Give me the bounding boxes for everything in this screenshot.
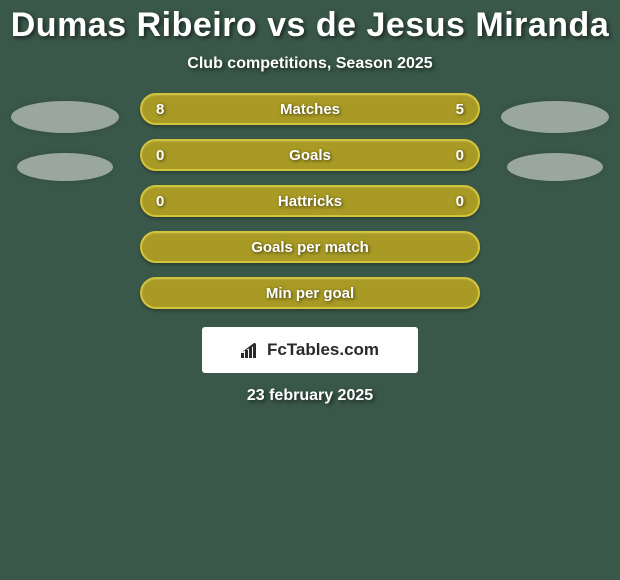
page-subtitle: Club competitions, Season 2025 xyxy=(0,55,620,73)
stat-left-value: 0 xyxy=(156,147,164,164)
stat-label: Goals xyxy=(289,147,331,164)
right-photo-placeholder-2 xyxy=(507,153,603,181)
right-photo-placeholder-1 xyxy=(501,101,609,133)
brand-badge: FcTables.com xyxy=(202,327,418,373)
date-label: 23 february 2025 xyxy=(0,387,620,405)
stat-label: Hattricks xyxy=(278,193,342,210)
stat-row-hattricks: 0 Hattricks 0 xyxy=(140,185,480,217)
bar-chart-icon xyxy=(241,341,261,359)
stat-right-value: 0 xyxy=(456,147,464,164)
stat-row-matches: 8 Matches 5 xyxy=(140,93,480,125)
page-title: Dumas Ribeiro vs de Jesus Miranda xyxy=(0,0,620,45)
comparison-card: Dumas Ribeiro vs de Jesus Miranda Club c… xyxy=(0,0,620,580)
brand-text: FcTables.com xyxy=(267,340,379,360)
stat-right-value: 0 xyxy=(456,193,464,210)
right-player-column xyxy=(500,93,610,181)
stat-row-goals: 0 Goals 0 xyxy=(140,139,480,171)
left-player-column xyxy=(10,93,120,181)
stat-left-value: 0 xyxy=(156,193,164,210)
left-photo-placeholder-2 xyxy=(17,153,113,181)
stat-left-value: 8 xyxy=(156,101,164,118)
stat-row-min-per-goal: Min per goal xyxy=(140,277,480,309)
stat-row-goals-per-match: Goals per match xyxy=(140,231,480,263)
stats-area: 8 Matches 5 0 Goals 0 0 Hattricks 0 Goal… xyxy=(0,93,620,309)
stat-rows: 8 Matches 5 0 Goals 0 0 Hattricks 0 Goal… xyxy=(140,93,480,309)
stat-right-value: 5 xyxy=(456,101,464,118)
stat-label: Goals per match xyxy=(251,239,369,256)
stat-label: Min per goal xyxy=(266,285,354,302)
stat-label: Matches xyxy=(280,101,340,118)
left-photo-placeholder-1 xyxy=(11,101,119,133)
